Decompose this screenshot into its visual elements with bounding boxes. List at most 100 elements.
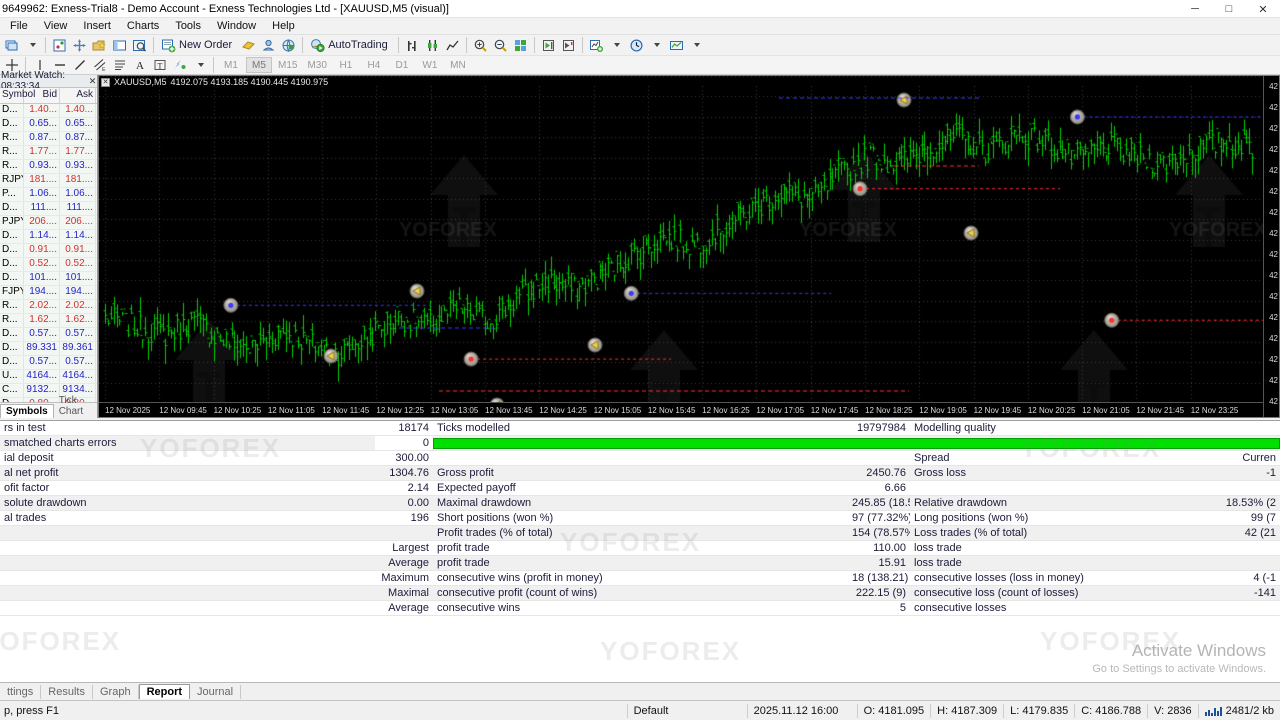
auto-scroll-icon[interactable] — [559, 36, 578, 55]
data-window-icon[interactable] — [130, 36, 149, 55]
timeframe-m1[interactable]: M1 — [224, 59, 238, 71]
shift-end-icon[interactable] — [539, 36, 558, 55]
trendline-icon[interactable] — [70, 56, 89, 75]
timeframe-w1[interactable]: W1 — [422, 59, 438, 71]
menu-item-insert[interactable]: Insert — [83, 20, 111, 32]
market-watch-row[interactable]: D... 0.65... 0.65... — [0, 118, 97, 132]
menu-item-window[interactable]: Window — [217, 20, 257, 32]
timeframe-m5[interactable]: M5 — [246, 57, 272, 73]
profiles-icon[interactable] — [50, 36, 69, 55]
chart-close-icon[interactable]: ✕ — [101, 77, 110, 87]
horizontal-line-icon[interactable] — [50, 56, 69, 75]
indicators-icon[interactable] — [587, 36, 606, 55]
text-label-icon[interactable]: A — [130, 56, 149, 75]
column-symbol[interactable]: Symbol — [0, 88, 35, 103]
market-watch-row[interactable]: PJPY206....206.... — [0, 216, 97, 230]
tab-symbols[interactable]: Symbols — [0, 404, 54, 418]
market-watch-row[interactable]: R... 1.77... 1.77... — [0, 146, 97, 160]
close-button[interactable]: ✕ — [1258, 3, 1268, 16]
menu-item-view[interactable]: View — [43, 20, 68, 32]
new-order-button[interactable]: New Order — [158, 36, 238, 55]
strategy-tester-report[interactable]: YOFOREX YOFOREX YOFOREX YOFOREX YOFOREX … — [0, 420, 1280, 682]
menu-item-file[interactable]: File — [10, 20, 28, 32]
timeframe-mn[interactable]: MN — [450, 59, 466, 71]
cursor-crosshair-icon[interactable] — [2, 56, 21, 75]
favorites-icon[interactable] — [90, 36, 109, 55]
minimize-button[interactable]: ─ — [1191, 3, 1199, 15]
tile-windows-icon[interactable] — [511, 36, 530, 55]
equidistant-channel-icon[interactable]: E — [90, 56, 109, 75]
tab-results[interactable]: Results — [41, 684, 93, 699]
market-watch-row[interactable]: D... 89.331 89.361 — [0, 342, 97, 356]
chevron-down-icon[interactable] — [687, 36, 706, 55]
tab-report[interactable]: Report — [138, 684, 191, 699]
chevron-down-icon[interactable] — [647, 36, 666, 55]
market-watch-row[interactable]: D... 0.57... 0.57... — [0, 328, 97, 342]
close-icon[interactable]: ✕ — [88, 75, 97, 86]
table-row[interactable]: smatched charts errors 0 — [0, 435, 1280, 451]
market-watch-row[interactable]: D... 101.... 101.... — [0, 272, 97, 286]
market-watch-row[interactable]: P... 1.06... 1.06... — [0, 188, 97, 202]
tab-graph[interactable]: Graph — [93, 684, 139, 699]
chart-panel[interactable]: ✕ XAUUSD,M5 4192.075 4193.185 4190.445 4… — [98, 75, 1280, 418]
terminal-icon[interactable] — [110, 36, 129, 55]
period-clock-icon[interactable] — [627, 36, 646, 55]
line-chart-icon[interactable] — [443, 36, 462, 55]
tab-tick-chart[interactable]: Tick Chart — [58, 395, 84, 417]
column-bid[interactable]: Bid — [24, 88, 60, 103]
crosshair-icon[interactable] — [70, 36, 89, 55]
table-row[interactable]: Profit trades (% of total)154 (78.57%)Lo… — [0, 525, 1280, 541]
market-watch-row[interactable]: D... 0.52... 0.52... — [0, 258, 97, 272]
table-row[interactable]: Average profit trade 15.91 loss trade — [0, 555, 1280, 571]
globe-icon[interactable] — [279, 36, 298, 55]
chevron-down-icon[interactable] — [607, 36, 626, 55]
table-row[interactable]: rs in test 18174 Ticks modelled 19797984 Mod… — [0, 421, 1280, 436]
chevron-down-icon[interactable] — [190, 56, 209, 75]
bar-chart-icon[interactable] — [403, 36, 422, 55]
zoom-in-icon[interactable] — [471, 36, 490, 55]
table-row[interactable]: Maximum consecutive wins (profit in money… — [0, 570, 1280, 586]
column-ask[interactable]: Ask — [60, 88, 96, 103]
new-chart-icon[interactable] — [2, 36, 21, 55]
templates-icon[interactable] — [667, 36, 686, 55]
table-row[interactable]: solute drawdown 0.00 Maximal drawdown 245.8… — [0, 495, 1280, 511]
market-watch-row[interactable]: R... 0.87... 0.87... — [0, 132, 97, 146]
market-watch-row[interactable]: D... 111.... 111.... — [0, 202, 97, 216]
candlestick-chart-icon[interactable] — [423, 36, 442, 55]
timeframe-d1[interactable]: D1 — [395, 59, 409, 71]
market-watch-row[interactable]: R... 2.02... 2.02... — [0, 300, 97, 314]
text-box-icon[interactable]: T — [150, 56, 169, 75]
market-watch-row[interactable]: FJPY194....194.... — [0, 286, 97, 300]
market-watch-row[interactable]: U... 4164... 4164... — [0, 370, 97, 384]
arrows-icon[interactable] — [170, 56, 189, 75]
market-watch-row[interactable]: C... 9132... 9134... — [0, 384, 97, 398]
zoom-out-icon[interactable] — [491, 36, 510, 55]
table-row[interactable]: al net profit 1304.76 Gross profit 2450.76 G… — [0, 465, 1280, 481]
metaeditor-icon[interactable] — [239, 36, 258, 55]
timeframe-h4[interactable]: H4 — [367, 59, 381, 71]
price-chart-canvas[interactable] — [99, 76, 1279, 417]
table-row[interactable]: Largest profit trade 110.00 loss trade — [0, 540, 1280, 556]
timeframe-m15[interactable]: M15 — [278, 59, 298, 71]
autotrading-button[interactable]: AutoTrading — [307, 36, 394, 55]
table-row[interactable]: Average consecutive wins 5 consecutive loss… — [0, 600, 1280, 616]
market-watch-row[interactable]: D... 0.57... 0.57... — [0, 356, 97, 370]
chevron-down-icon[interactable] — [22, 36, 41, 55]
table-row[interactable]: al trades 196 Short positions (won %) 97 (7… — [0, 510, 1280, 526]
market-watch-row[interactable]: R... 0.93... 0.93... — [0, 160, 97, 174]
maximize-button[interactable]: □ — [1225, 3, 1233, 15]
fibonacci-icon[interactable] — [110, 56, 129, 75]
vertical-line-icon[interactable] — [30, 56, 49, 75]
menu-item-help[interactable]: Help — [272, 20, 295, 32]
market-watch-row[interactable]: D...0.80...0.80... — [0, 398, 97, 402]
tab-settings[interactable]: ttings — [0, 684, 42, 699]
timeframe-m30[interactable]: M30 — [307, 59, 327, 71]
timeframe-h1[interactable]: H1 — [339, 59, 353, 71]
market-watch-row[interactable]: R... 1.62... 1.62... — [0, 314, 97, 328]
table-row[interactable]: Maximal consecutive profit (count of wins… — [0, 585, 1280, 601]
market-watch-row[interactable]: D... 0.91... 0.91... — [0, 244, 97, 258]
market-watch-row[interactable]: RJPY181....181.... — [0, 174, 97, 188]
market-watch-row[interactable]: D... 1.14... 1.14... — [0, 230, 97, 244]
menu-item-charts[interactable]: Charts — [126, 20, 160, 32]
market-watch-row[interactable]: D... 1.40... 1.40... — [0, 104, 97, 118]
